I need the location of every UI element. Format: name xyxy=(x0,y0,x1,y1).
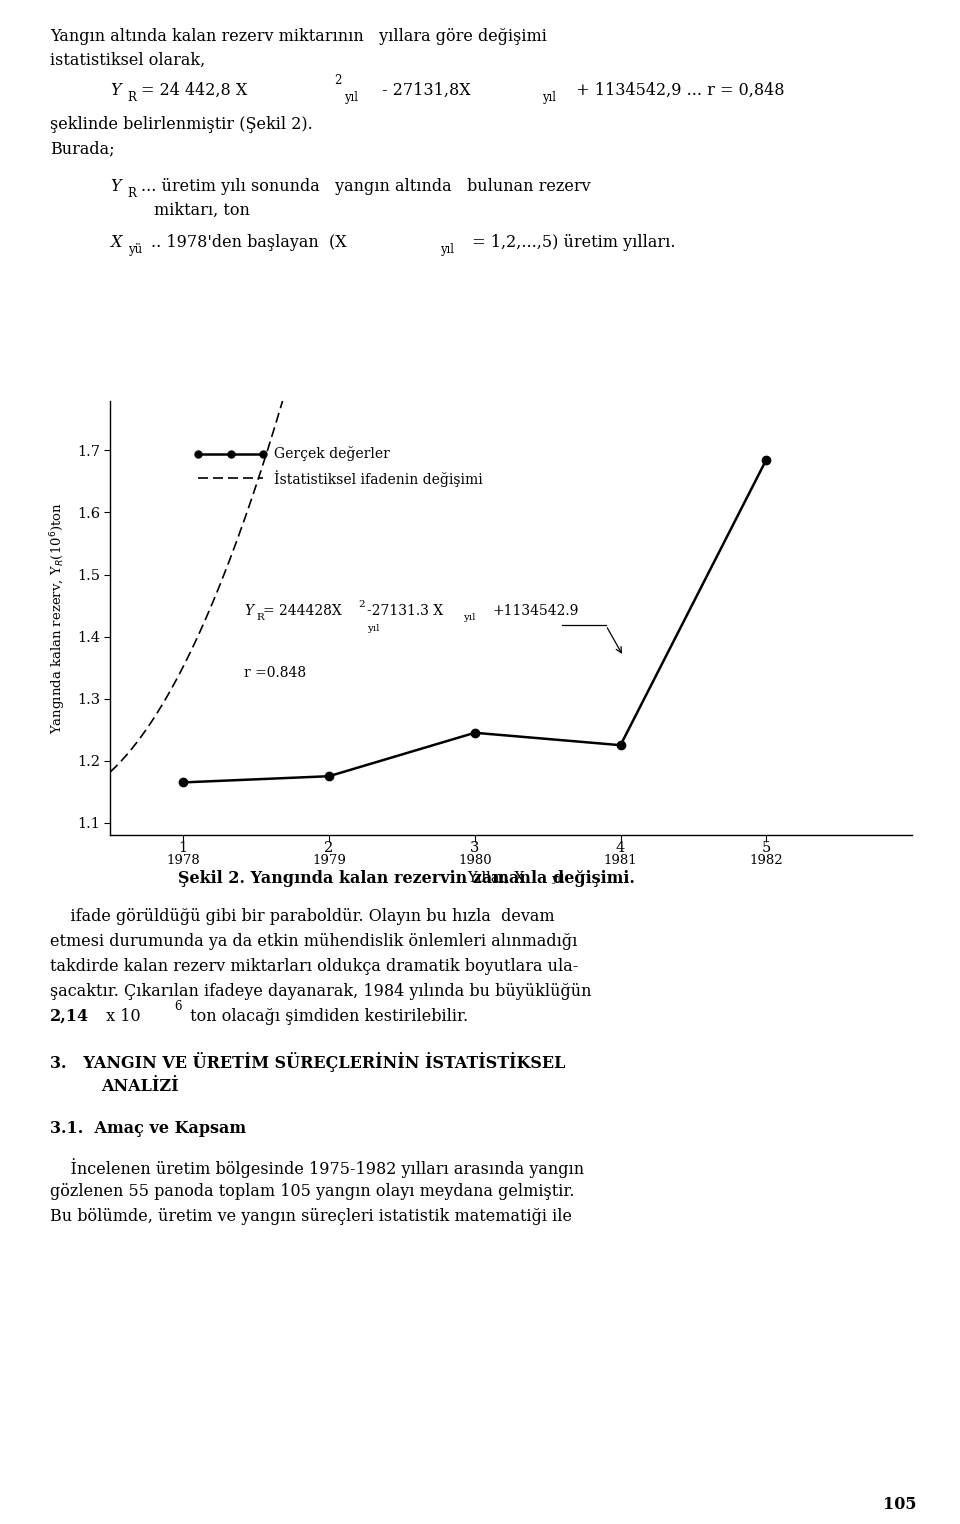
Text: = 24 442,8 X: = 24 442,8 X xyxy=(141,82,248,99)
Text: R: R xyxy=(128,187,136,200)
Text: ... üretim yılı sonunda   yangın altında   bulunan rezerv: ... üretim yılı sonunda yangın altında b… xyxy=(141,178,590,195)
Text: Burada;: Burada; xyxy=(50,140,114,157)
Text: +1134542.9: +1134542.9 xyxy=(492,604,579,617)
Text: yıl: yıl xyxy=(440,244,454,256)
Text: 3.1.  Amaç ve Kapsam: 3.1. Amaç ve Kapsam xyxy=(50,1120,246,1137)
Text: .. 1978'den başlayan  (X: .. 1978'den başlayan (X xyxy=(151,235,347,251)
Text: r =0.848: r =0.848 xyxy=(245,666,306,680)
Text: Yangın altında kalan rezerv miktarının   yıllara göre değişimi: Yangın altında kalan rezerv miktarının y… xyxy=(50,27,547,46)
Text: ANALİZİ: ANALİZİ xyxy=(101,1077,179,1096)
Text: 2: 2 xyxy=(324,841,334,855)
Text: x 10: x 10 xyxy=(101,1007,140,1026)
Text: Y: Y xyxy=(110,82,121,99)
Text: yıl: yıl xyxy=(367,623,379,632)
Text: 5: 5 xyxy=(761,841,771,855)
Text: 105: 105 xyxy=(883,1497,917,1513)
Text: - 27131,8X: - 27131,8X xyxy=(377,82,471,99)
Text: R: R xyxy=(128,91,136,104)
Text: takdirde kalan rezerv miktarları oldukça dramatik boyutlara ula-: takdirde kalan rezerv miktarları oldukça… xyxy=(50,959,578,975)
Text: 2: 2 xyxy=(358,600,365,608)
Text: İncelenen üretim bölgesinde 1975-1982 yılları arasında yangın: İncelenen üretim bölgesinde 1975-1982 yı… xyxy=(50,1158,584,1178)
Text: 1978: 1978 xyxy=(166,853,200,867)
Text: yıl: yıl xyxy=(542,91,557,104)
Text: şeklinde belirlenmiştir (Şekil 2).: şeklinde belirlenmiştir (Şekil 2). xyxy=(50,116,313,133)
Text: gözlenen 55 panoda toplam 105 yangın olayı meydana gelmiştir.: gözlenen 55 panoda toplam 105 yangın ola… xyxy=(50,1183,574,1199)
Text: yü: yü xyxy=(128,244,142,256)
Text: 2,14: 2,14 xyxy=(50,1007,89,1026)
Text: Yıllar, X: Yıllar, X xyxy=(468,870,525,884)
Text: şacaktır. Çıkarılan ifadeye dayanarak, 1984 yılında bu büyüklüğün: şacaktır. Çıkarılan ifadeye dayanarak, 1… xyxy=(50,983,591,1000)
Text: miktarı, ton: miktarı, ton xyxy=(154,203,250,219)
Text: Gerçek değerler: Gerçek değerler xyxy=(274,447,390,462)
Text: 1981: 1981 xyxy=(604,853,637,867)
Text: X: X xyxy=(110,235,122,251)
Text: 4: 4 xyxy=(616,841,625,855)
Text: 3.   YANGIN VE ÜRETİM SÜREÇLERİNİN İSTATİSTİKSEL: 3. YANGIN VE ÜRETİM SÜREÇLERİNİN İSTATİS… xyxy=(50,1052,565,1071)
Text: yıl: yıl xyxy=(463,613,475,622)
Text: Bu bölümde, üretim ve yangın süreçleri istatistik matematiği ile: Bu bölümde, üretim ve yangın süreçleri i… xyxy=(50,1209,572,1225)
Text: Yangında kalan rezerv, Y$_R$(10$^6$)ton: Yangında kalan rezerv, Y$_R$(10$^6$)ton xyxy=(49,501,68,735)
Text: -27131.3 X: -27131.3 X xyxy=(367,604,443,617)
Text: İstatistiksel ifadenin değişimi: İstatistiksel ifadenin değişimi xyxy=(274,469,482,486)
Text: ton olacağı şimdiden kestirilebilir.: ton olacağı şimdiden kestirilebilir. xyxy=(185,1007,468,1026)
Text: + 1134542,9 ... r = 0,848: + 1134542,9 ... r = 0,848 xyxy=(571,82,784,99)
Text: Y: Y xyxy=(245,604,253,617)
Text: ifade görüldüğü gibi bir paraboldür. Olayın bu hızla  devam: ifade görüldüğü gibi bir paraboldür. Ola… xyxy=(50,908,555,925)
Text: 1982: 1982 xyxy=(750,853,783,867)
Text: istatistiksel olarak,: istatistiksel olarak, xyxy=(50,52,205,69)
Text: 1980: 1980 xyxy=(458,853,492,867)
Text: R: R xyxy=(256,613,264,622)
Text: 2: 2 xyxy=(334,75,342,87)
Text: 1979: 1979 xyxy=(312,853,346,867)
Text: yıl: yıl xyxy=(344,91,358,104)
Text: yıl: yıl xyxy=(550,875,564,884)
Text: 6: 6 xyxy=(175,1000,182,1013)
Text: Şekil 2. Yangında kalan rezervin zamanla değişimi.: Şekil 2. Yangında kalan rezervin zamanla… xyxy=(178,870,635,887)
Text: etmesi durumunda ya da etkin mühendislik önlemleri alınmadığı: etmesi durumunda ya da etkin mühendislik… xyxy=(50,933,577,949)
Text: 1: 1 xyxy=(179,841,188,855)
Text: = 244428X: = 244428X xyxy=(263,604,342,617)
Text: = 1,2,...,5) üretim yılları.: = 1,2,...,5) üretim yılları. xyxy=(467,235,675,251)
Text: Y: Y xyxy=(110,178,121,195)
Text: 3: 3 xyxy=(470,841,479,855)
